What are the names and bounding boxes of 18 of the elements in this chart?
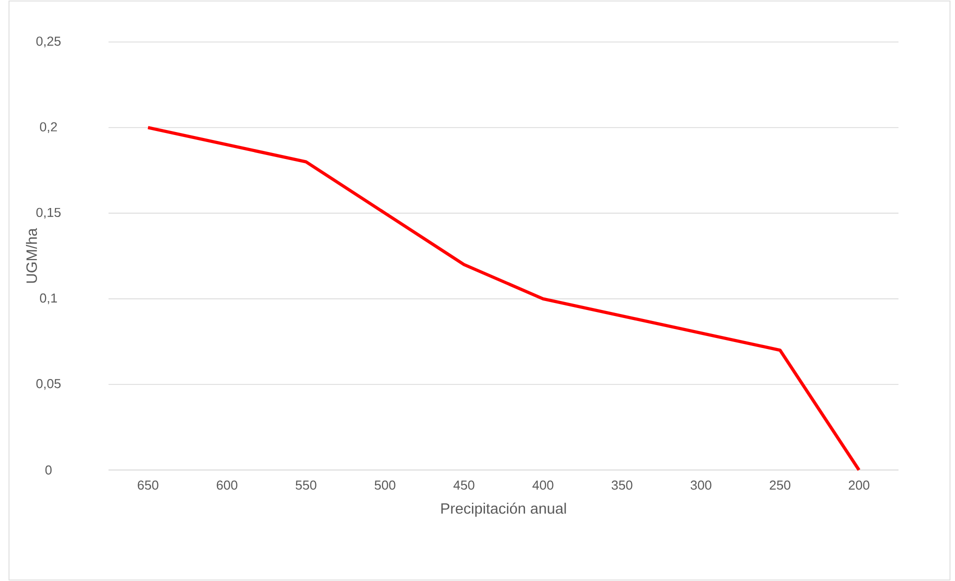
x-tick-label: 450	[453, 480, 474, 490]
x-tick-label: 650	[138, 480, 158, 490]
x-tick-label: 550	[296, 480, 316, 490]
x-tick-label: 200	[848, 480, 870, 490]
x-tick-label: 600	[216, 480, 238, 490]
y-tick-label: 0	[45, 465, 52, 475]
x-tick-label: 350	[612, 480, 632, 490]
x-axis-title: Precipitación anual	[441, 502, 566, 517]
y-tick-label: 0,05	[36, 379, 61, 390]
y-tick-label: 0,2	[40, 122, 57, 133]
y-tick-label: 0,1	[40, 293, 57, 304]
y-tick-label: 0,15	[36, 208, 61, 219]
y-axis-title: UGM/ha	[26, 228, 37, 283]
y-tick-label: 0,25	[36, 36, 61, 48]
x-tick-label: 400	[532, 480, 554, 490]
x-tick-label: 300	[690, 480, 712, 490]
x-tick-label: 250	[770, 480, 790, 490]
x-tick-label: 500	[374, 480, 396, 490]
